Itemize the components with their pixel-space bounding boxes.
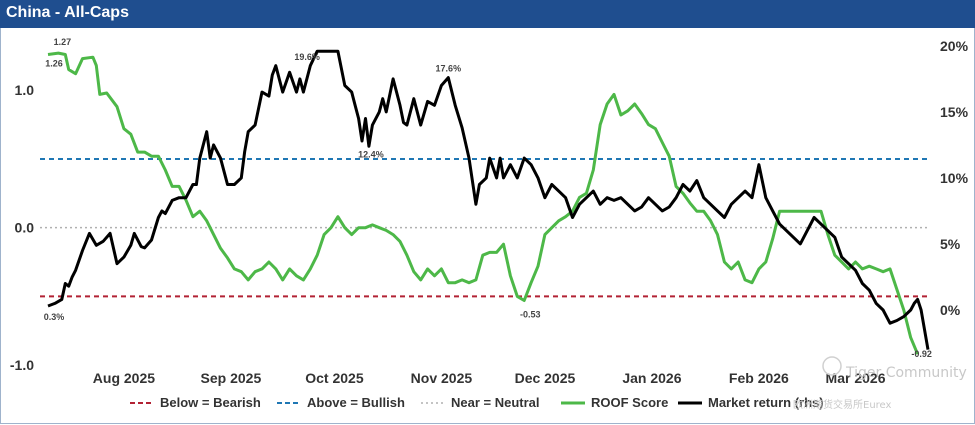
data-label: 1.27	[54, 37, 72, 47]
x-tick-label: Sep 2025	[201, 370, 262, 386]
legend-label: ROOF Score	[591, 395, 668, 410]
right-tick-label: 0%	[940, 302, 961, 318]
legend-label: Near = Neutral	[451, 395, 540, 410]
watermark-line1: Tiger Community	[845, 365, 967, 381]
legend: Below = Bearish Above = Bullish Near = Neu…	[130, 395, 824, 410]
left-tick-label: -1.0	[10, 357, 34, 373]
right-tick-label: 20%	[940, 38, 969, 54]
data-label: -0.92	[911, 349, 932, 359]
legend-label: Market return (rhs)	[708, 395, 824, 410]
series-line-market-return	[47, 49, 930, 350]
x-tick-label: Nov 2025	[411, 370, 473, 386]
watermark: Tiger Community 欧洲期货交易所Eurex	[793, 356, 967, 411]
title-bar: China - All-Caps	[0, 0, 975, 28]
data-label: 1.26	[45, 58, 63, 68]
data-label: -0.53	[520, 310, 541, 320]
series-layer	[47, 49, 930, 355]
right-tick-label: 10%	[940, 170, 969, 186]
x-tick-label: Aug 2025	[93, 370, 155, 386]
series-line-roof-score	[47, 51, 919, 355]
right-tick-label: 5%	[940, 236, 961, 252]
legend-label: Below = Bearish	[160, 395, 261, 410]
data-label: 0.3%	[44, 312, 65, 322]
data-label: 12.4%	[358, 149, 384, 159]
data-label: 19.6%	[294, 52, 320, 62]
left-tick-label: 1.0	[15, 82, 35, 98]
legend-label: Above = Bullish	[307, 395, 405, 410]
chart-title: China - All-Caps	[6, 4, 129, 21]
right-tick-label: 15%	[940, 104, 969, 120]
watermark-logo-icon	[822, 356, 842, 376]
axis-layer: 1.0 0.0 -1.0 20% 15% 10% 5% 0% Aug 2025 Sep 2025 O…	[10, 38, 969, 386]
x-tick-label: Oct 2025	[305, 370, 364, 386]
x-tick-label: Jan 2026	[622, 370, 681, 386]
watermark-line2: 欧洲期货交易所Eurex	[793, 398, 892, 411]
data-label: 17.6%	[436, 64, 462, 74]
x-tick-label: Dec 2025	[515, 370, 576, 386]
x-tick-label: Feb 2026	[729, 370, 789, 386]
annotation-layer: 1.27 1.26 0.3% 19.6% 12.4% 17.6% -0.53 -0.92	[44, 37, 932, 359]
x-tick-label: Mar 2026	[826, 370, 886, 386]
left-tick-label: 0.0	[15, 220, 35, 236]
